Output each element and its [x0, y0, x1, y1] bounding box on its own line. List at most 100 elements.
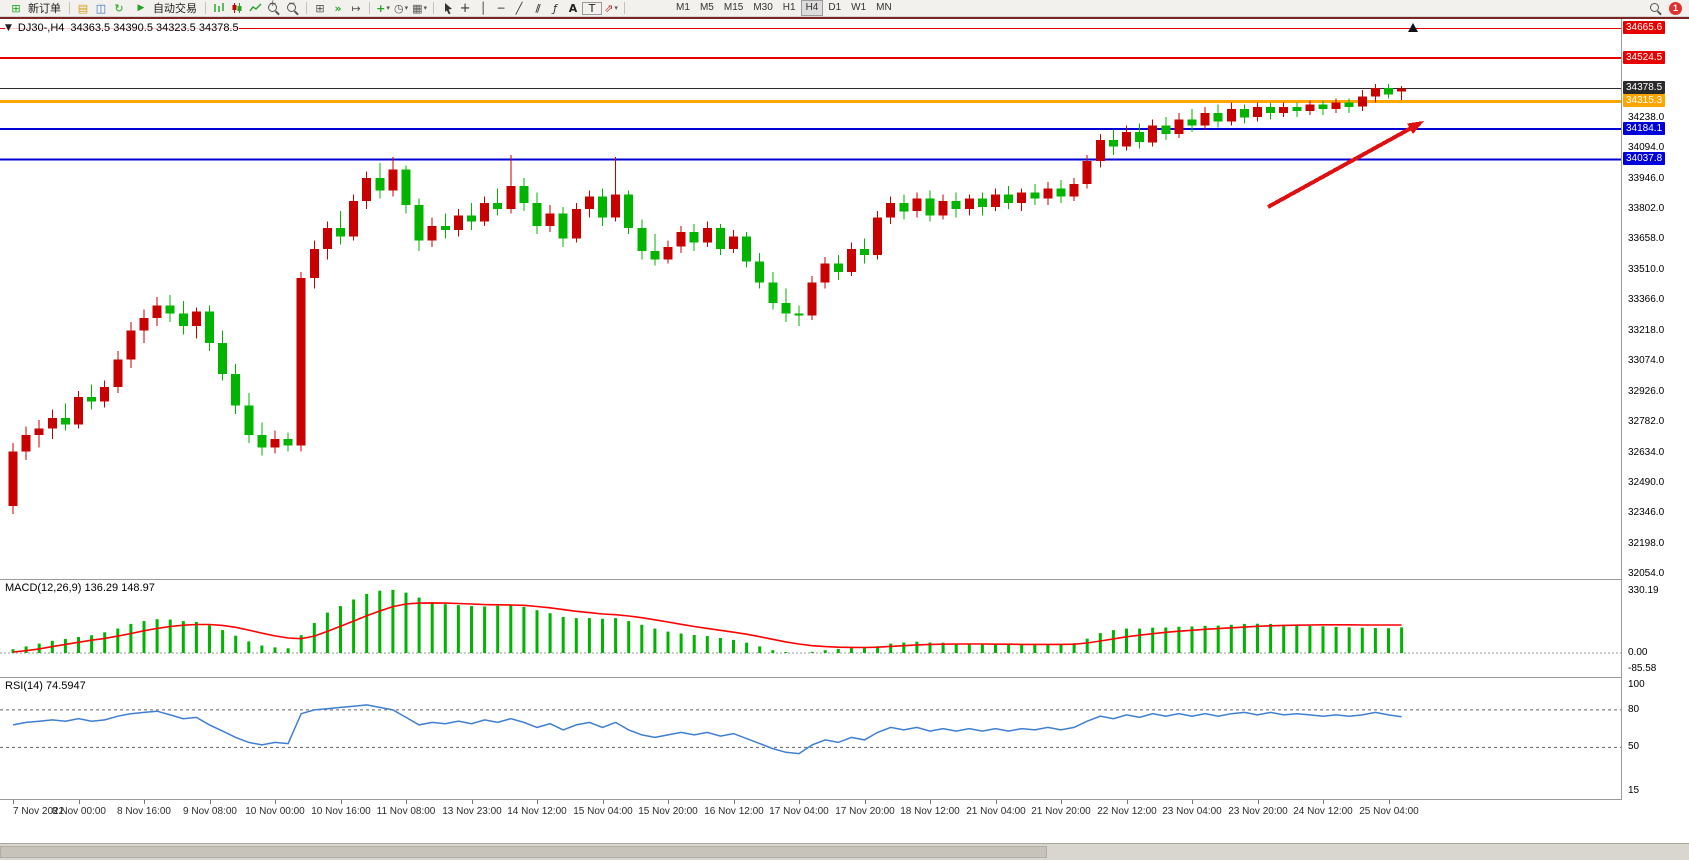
- macd-label: MACD(12,26,9) 136.29 148.97: [5, 582, 155, 594]
- time-tick: [1258, 800, 1259, 804]
- text-icon[interactable]: A: [568, 1, 578, 15]
- tf-m5[interactable]: M5: [699, 2, 714, 13]
- horizontal-line-icon[interactable]: ─: [497, 1, 505, 15]
- main-chart[interactable]: [0, 19, 1622, 579]
- price-level-badge: 34378.5: [1623, 81, 1666, 94]
- cursor-icon[interactable]: [438, 2, 456, 15]
- time-tick: [1323, 800, 1324, 804]
- axis-tick-label: 330.19: [1628, 585, 1659, 596]
- chart-shift-icon[interactable]: ↦: [351, 1, 361, 15]
- axis-tick-label: -85.58: [1628, 663, 1657, 674]
- panel-separator[interactable]: [0, 677, 1689, 678]
- panel-separator[interactable]: [0, 579, 1689, 580]
- time-tick: [1389, 800, 1390, 804]
- profiles-icon[interactable]: ◫: [95, 1, 107, 15]
- price-level-badge: 34665.6: [1623, 21, 1666, 34]
- axis-tick-label: 50: [1628, 741, 1640, 752]
- tf-h4[interactable]: H4: [800, 0, 824, 16]
- rsi-label: RSI(14) 74.5947: [5, 680, 86, 692]
- axis-tick-label: 33366.0: [1628, 294, 1665, 305]
- horizontal-scrollbar[interactable]: [0, 843, 1689, 860]
- chart-symbol-period: DJ30-,H4: [17, 22, 65, 34]
- zoom-out-icon[interactable]: −: [283, 0, 302, 15]
- time-tick: [734, 800, 735, 804]
- tf-m1[interactable]: M1: [676, 2, 690, 13]
- text-label-icon[interactable]: T: [582, 1, 603, 15]
- time-tick: [865, 800, 866, 804]
- macd-panel[interactable]: [0, 580, 1622, 677]
- tf-h1[interactable]: H1: [782, 2, 796, 13]
- candlestick-chart-icon[interactable]: [228, 2, 246, 15]
- axis-tick-label: 32346.0: [1628, 507, 1665, 518]
- axis-tick-label: 32634.0: [1628, 447, 1665, 458]
- new-order-label: 新订单: [28, 3, 61, 15]
- zoom-in-icon[interactable]: +: [264, 0, 283, 15]
- toolbar: ⊞ 新订单 ▤ ◫ ↻ ▶ 自动交易 + − ⊞ » ↦ + ▾ ◷ ▾ ▦ ▾ + …: [0, 0, 1689, 17]
- price-level-badge: 34184.1: [1623, 122, 1666, 135]
- refresh-icon[interactable]: ↻: [114, 1, 124, 15]
- scrollbar-thumb[interactable]: [0, 846, 1048, 858]
- periods-icon[interactable]: ◷ ▾: [394, 1, 409, 15]
- toolbar-separator: [306, 2, 307, 14]
- time-tick: [13, 800, 14, 804]
- time-tick: [406, 800, 407, 804]
- time-tick: [1192, 800, 1193, 804]
- axis-tick-label: 32490.0: [1628, 477, 1665, 488]
- price-level-badge: 34037.8: [1623, 152, 1666, 165]
- axis-tick-label: 33658.0: [1628, 233, 1665, 244]
- news-badge[interactable]: 1: [1669, 1, 1682, 15]
- tf-d1[interactable]: D1: [828, 2, 842, 13]
- chart-title: ▼ DJ30-,H4 34363.5 34390.5 34323.5 34378…: [5, 22, 239, 34]
- time-label: 21 Nov 20:00: [1031, 806, 1091, 817]
- tile-windows-icon[interactable]: ⊞: [315, 1, 325, 15]
- vertical-line-icon[interactable]: │: [479, 1, 487, 15]
- tf-w1[interactable]: W1: [851, 2, 867, 13]
- axis-tick-label: 32198.0: [1628, 538, 1665, 549]
- time-tick: [996, 800, 997, 804]
- autotrading-button[interactable]: ▶ 自动交易: [128, 1, 201, 16]
- autotrading-icon: ▶: [137, 2, 145, 13]
- equidistant-channel-icon[interactable]: //: [535, 1, 540, 15]
- time-tick: [930, 800, 931, 804]
- line-chart-icon[interactable]: [246, 2, 264, 15]
- axis-tick-label: 80: [1628, 704, 1640, 715]
- templates-icon[interactable]: ▦ ▾: [412, 1, 428, 15]
- time-tick: [79, 800, 80, 804]
- time-axis[interactable]: 7 Nov 2022 8 Nov 00:00 8 Nov 16:00 9 Nov 08…: [0, 800, 1622, 827]
- toolbar-separator: [69, 2, 70, 14]
- axis-tick-label: 15: [1628, 785, 1640, 796]
- tf-m30[interactable]: M30: [753, 2, 773, 13]
- rsi-panel[interactable]: [0, 678, 1622, 799]
- new-order-button[interactable]: ⊞ 新订单: [3, 1, 65, 16]
- chart-ohlc: 34363.5 34390.5 34323.5 34378.5: [70, 22, 239, 34]
- arrows-shapes-icon[interactable]: ⇗ ▾: [604, 1, 618, 15]
- toolbar-separator: [433, 2, 435, 14]
- bar-chart-icon[interactable]: [210, 2, 228, 15]
- toolbar-separator: [205, 2, 206, 14]
- auto-scroll-icon[interactable]: »: [334, 1, 342, 15]
- price-axis[interactable]: 34238.0 34094.0 33946.0 33802.0 33658.0 33510…: [1622, 19, 1689, 839]
- fibonacci-icon[interactable]: ƒ: [553, 1, 557, 15]
- time-label: 7 Nov 2022: [13, 806, 65, 817]
- time-tick: [275, 800, 276, 804]
- crosshair-icon[interactable]: +: [459, 0, 471, 16]
- search-icon[interactable]: [1646, 2, 1665, 15]
- tf-mn[interactable]: MN: [876, 2, 892, 13]
- time-tick: [1127, 800, 1128, 804]
- time-label: 24 Nov 12:00: [1293, 806, 1353, 817]
- time-tick: [210, 800, 211, 804]
- price-level-badge: 34524.5: [1623, 51, 1666, 64]
- time-label: 23 Nov 04:00: [1162, 806, 1222, 817]
- time-tick: [144, 800, 145, 804]
- indicators-icon[interactable]: + ▾: [376, 1, 390, 15]
- trendline-icon[interactable]: ╱: [515, 1, 523, 15]
- one-click-trading-toggle[interactable]: ▼: [5, 23, 12, 33]
- time-label: 9 Nov 08:00: [183, 806, 237, 817]
- time-tick: [472, 800, 473, 804]
- tf-m15[interactable]: M15: [723, 2, 744, 13]
- time-tick: [603, 800, 604, 804]
- axis-tick-label: 32926.0: [1628, 386, 1665, 397]
- new-chart-icon[interactable]: ▤: [77, 1, 89, 15]
- time-label: 17 Nov 20:00: [835, 806, 895, 817]
- axis-tick-label: 33074.0: [1628, 355, 1665, 366]
